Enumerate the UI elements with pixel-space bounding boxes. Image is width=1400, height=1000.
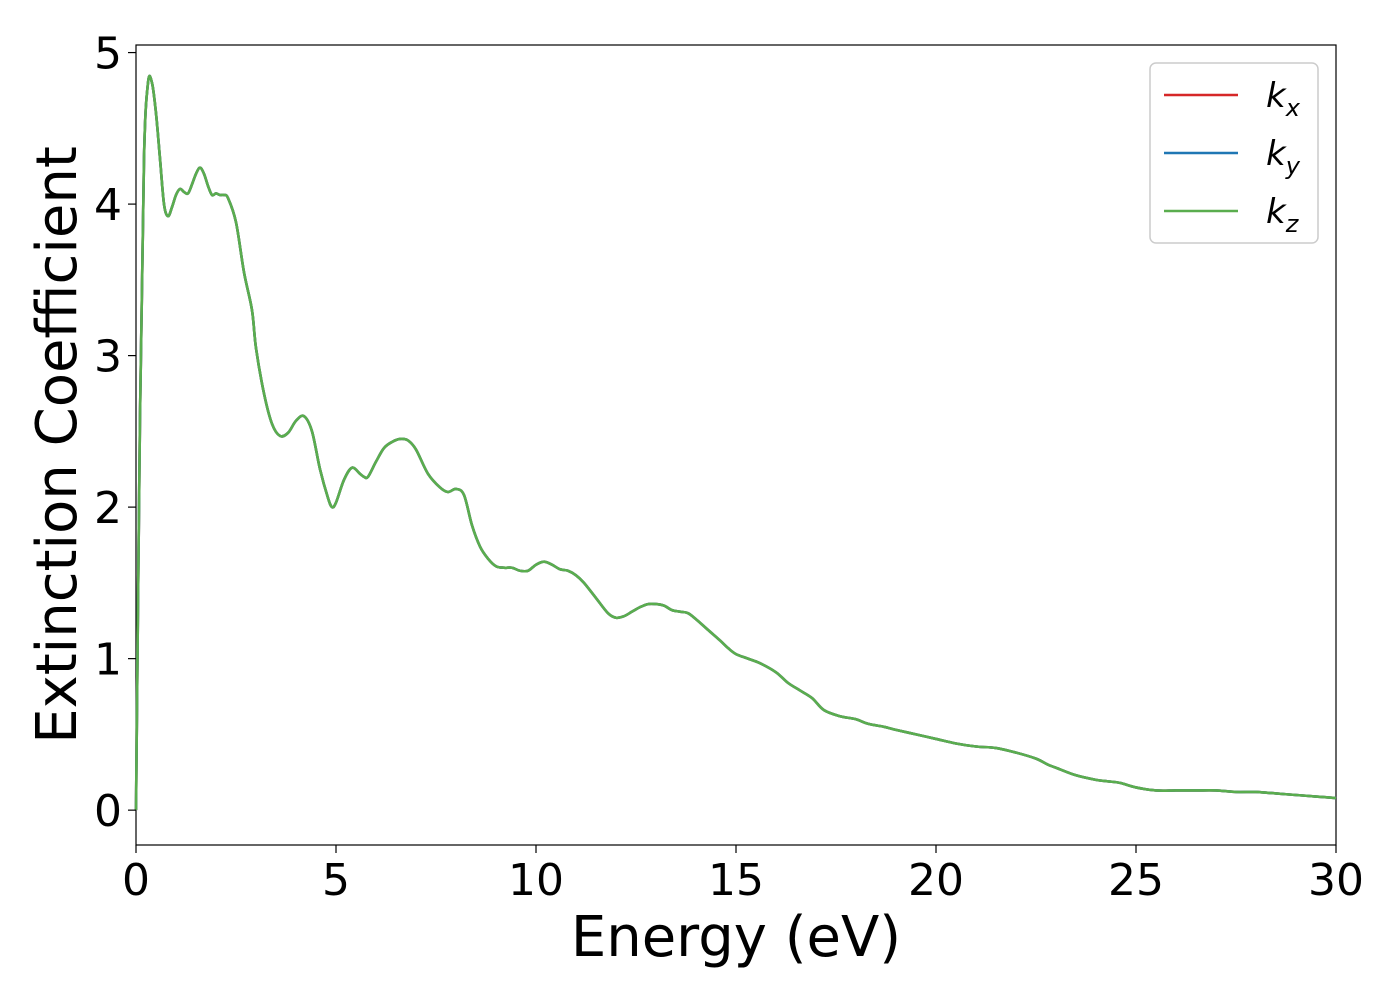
x-tick-label: 0 xyxy=(122,855,150,906)
x-tick-label: 25 xyxy=(1108,855,1164,906)
plot-frame xyxy=(135,44,1337,846)
legend-label-base: k xyxy=(1266,192,1287,232)
y-tick-label: 3 xyxy=(94,332,122,383)
legend-label-z: kz xyxy=(1266,192,1300,238)
x-axis-ticks: 0 5 10 15 20 25 30 xyxy=(122,845,1364,906)
legend-label-y: ky xyxy=(1266,134,1301,180)
y-tick-label: 5 xyxy=(94,29,122,80)
y-tick-label: 4 xyxy=(94,180,122,231)
x-tick-label: 15 xyxy=(708,855,764,906)
y-tick-label: 2 xyxy=(94,483,122,534)
y-axis-label: Extinction Coefficient xyxy=(25,146,90,744)
x-axis-label: Energy (eV) xyxy=(571,905,901,970)
y-tick-label: 1 xyxy=(94,635,122,686)
series-line-z xyxy=(134,74,1337,811)
legend-label-sub: x xyxy=(1285,94,1301,122)
x-tick-label: 30 xyxy=(1308,855,1364,906)
x-tick-label: 5 xyxy=(322,855,350,906)
legend-label-base: k xyxy=(1266,76,1287,116)
y-tick-label: 0 xyxy=(94,786,122,837)
plot-area xyxy=(134,44,1337,846)
x-tick-label: 20 xyxy=(908,855,964,906)
x-tick-label: 10 xyxy=(508,855,564,906)
legend-label-base: k xyxy=(1266,134,1287,174)
series-layer xyxy=(134,74,1337,811)
y-axis-ticks: 0 1 2 3 4 5 xyxy=(94,29,136,837)
legend-label-x: kx xyxy=(1266,76,1301,122)
legend-label-sub: z xyxy=(1285,210,1300,238)
legend-label-sub: y xyxy=(1285,152,1301,180)
